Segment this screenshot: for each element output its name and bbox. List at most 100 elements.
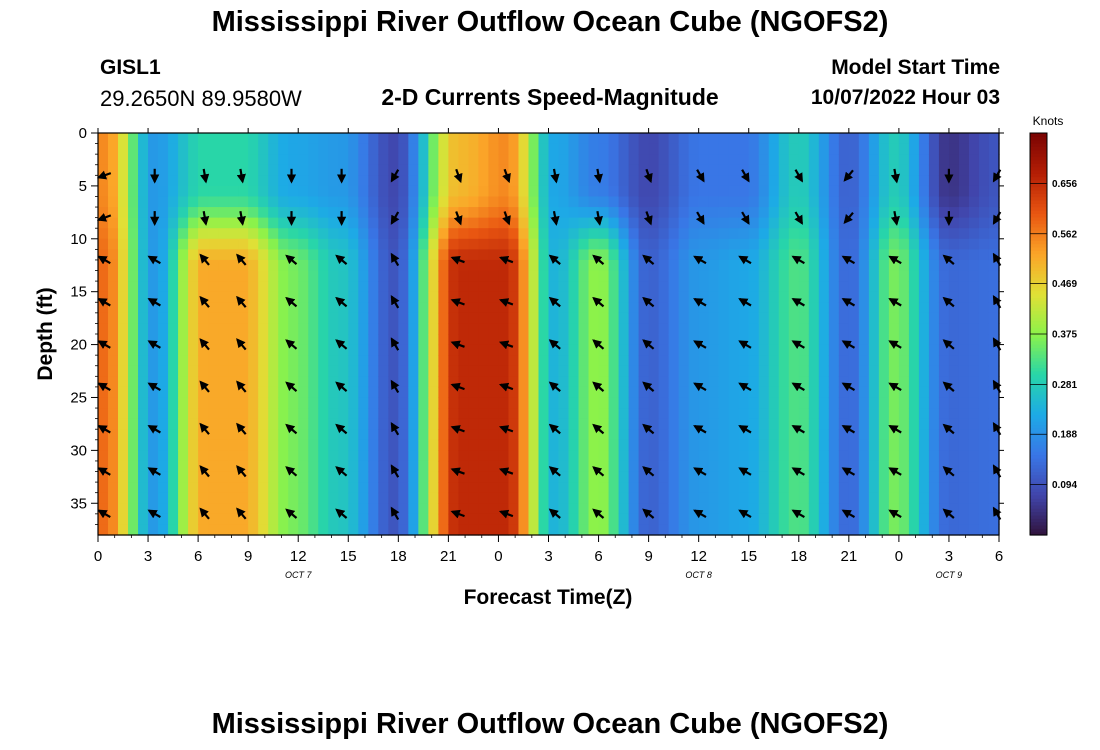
heatmap-cell	[738, 185, 750, 198]
heatmap-cell	[128, 386, 139, 399]
heatmap-cell	[378, 429, 389, 441]
heatmap-cell	[948, 460, 960, 473]
current-arrow	[285, 508, 298, 519]
current-arrow	[794, 211, 803, 225]
heatmap-cell	[108, 196, 119, 208]
heatmap-cell	[628, 196, 640, 208]
heatmap-cell	[928, 439, 940, 451]
colorbar-segment	[1030, 277, 1047, 281]
heatmap-cell	[698, 503, 710, 515]
heatmap-cell	[388, 482, 399, 494]
heatmap-cell	[788, 154, 800, 166]
heatmap-cell	[188, 281, 199, 293]
heatmap-cell	[458, 207, 470, 219]
heatmap-cell	[508, 450, 520, 462]
heatmap-cell	[648, 164, 660, 176]
heatmap-cell	[508, 471, 520, 483]
heatmap-cell	[788, 397, 800, 409]
current-arrow	[942, 381, 955, 392]
heatmap-cell	[518, 323, 530, 335]
heatmap-cell	[678, 334, 690, 346]
heatmap-cell	[368, 196, 379, 208]
heatmap-cell	[128, 376, 139, 388]
heatmap-cell	[398, 302, 409, 314]
heatmap-cell	[178, 323, 189, 335]
heatmap-cell	[208, 164, 219, 176]
heatmap-cell	[188, 164, 199, 176]
heatmap-cell	[748, 460, 760, 473]
heatmap-cell	[618, 217, 630, 229]
heatmap-cell	[378, 164, 389, 176]
heatmap-cell	[228, 207, 239, 219]
heatmap-cell	[428, 249, 439, 261]
heatmap-cell	[908, 270, 920, 282]
heatmap-cell	[838, 196, 850, 208]
heatmap-cell	[258, 450, 269, 462]
current-arrow	[285, 381, 298, 392]
heatmap-cell	[628, 281, 640, 293]
heatmap-cell	[198, 312, 209, 325]
heatmap-cell	[248, 344, 259, 356]
colorbar-segment	[1030, 514, 1047, 519]
heatmap-cell	[168, 439, 179, 451]
heatmap-cell	[168, 450, 179, 462]
heatmap-cell	[778, 302, 790, 314]
heatmap-cell	[768, 238, 780, 250]
heatmap-cell	[438, 175, 449, 187]
heatmap-cell	[628, 355, 640, 367]
heatmap-cell	[988, 133, 1000, 145]
heatmap-cell	[118, 418, 129, 430]
heatmap-cell	[968, 228, 980, 240]
heatmap-cell	[538, 238, 550, 250]
heatmap-cell	[688, 143, 700, 155]
heatmap-cell	[708, 291, 720, 303]
heatmap-cell	[288, 397, 299, 409]
heatmap-cell	[398, 312, 409, 325]
heatmap-cell	[378, 217, 389, 229]
heatmap-cell	[778, 513, 790, 526]
heatmap-cell	[718, 185, 730, 198]
heatmap-cell	[198, 154, 209, 166]
heatmap-cell	[718, 418, 730, 430]
heatmap-cell	[538, 133, 550, 145]
heatmap-cell	[188, 143, 199, 155]
colorbar-segment	[1030, 250, 1047, 255]
heatmap-cell	[158, 460, 169, 473]
heatmap-cell	[498, 397, 510, 409]
heatmap-cell	[788, 323, 800, 335]
heatmap-cell	[248, 249, 259, 261]
heatmap-cell	[518, 185, 530, 198]
heatmap-cell	[498, 408, 510, 420]
heatmap-cell	[508, 291, 520, 303]
heatmap-cell	[318, 397, 329, 409]
heatmap-cell	[788, 482, 800, 494]
heatmap-cell	[408, 164, 419, 176]
heatmap-cell	[448, 397, 459, 409]
heatmap-cell	[978, 228, 990, 240]
heatmap-cell	[238, 228, 249, 240]
heatmap-cell	[908, 355, 920, 367]
heatmap-cell	[958, 217, 970, 229]
heatmap-cell	[588, 344, 600, 356]
heatmap-cell	[738, 323, 750, 335]
heatmap-cell	[818, 207, 830, 219]
heatmap-cell	[98, 302, 109, 314]
heatmap-cell	[128, 355, 139, 367]
heatmap-cell	[358, 228, 369, 240]
heatmap-cell	[108, 439, 119, 451]
heatmap-cell	[168, 418, 179, 430]
heatmap-cell	[98, 334, 109, 346]
heatmap-cell	[858, 154, 870, 166]
heatmap-cell	[188, 302, 199, 314]
heatmap-cell	[408, 207, 419, 219]
heatmap-cell	[498, 450, 510, 462]
heatmap-cell	[258, 334, 269, 346]
heatmap-cell	[228, 175, 239, 187]
heatmap-cell	[638, 439, 650, 451]
heatmap-cell	[638, 207, 650, 219]
date-label: OCT 7	[285, 570, 312, 580]
heatmap-cell	[718, 513, 730, 526]
heatmap-cell	[888, 397, 900, 409]
heatmap-cell	[638, 365, 650, 377]
heatmap-cell	[738, 143, 750, 155]
